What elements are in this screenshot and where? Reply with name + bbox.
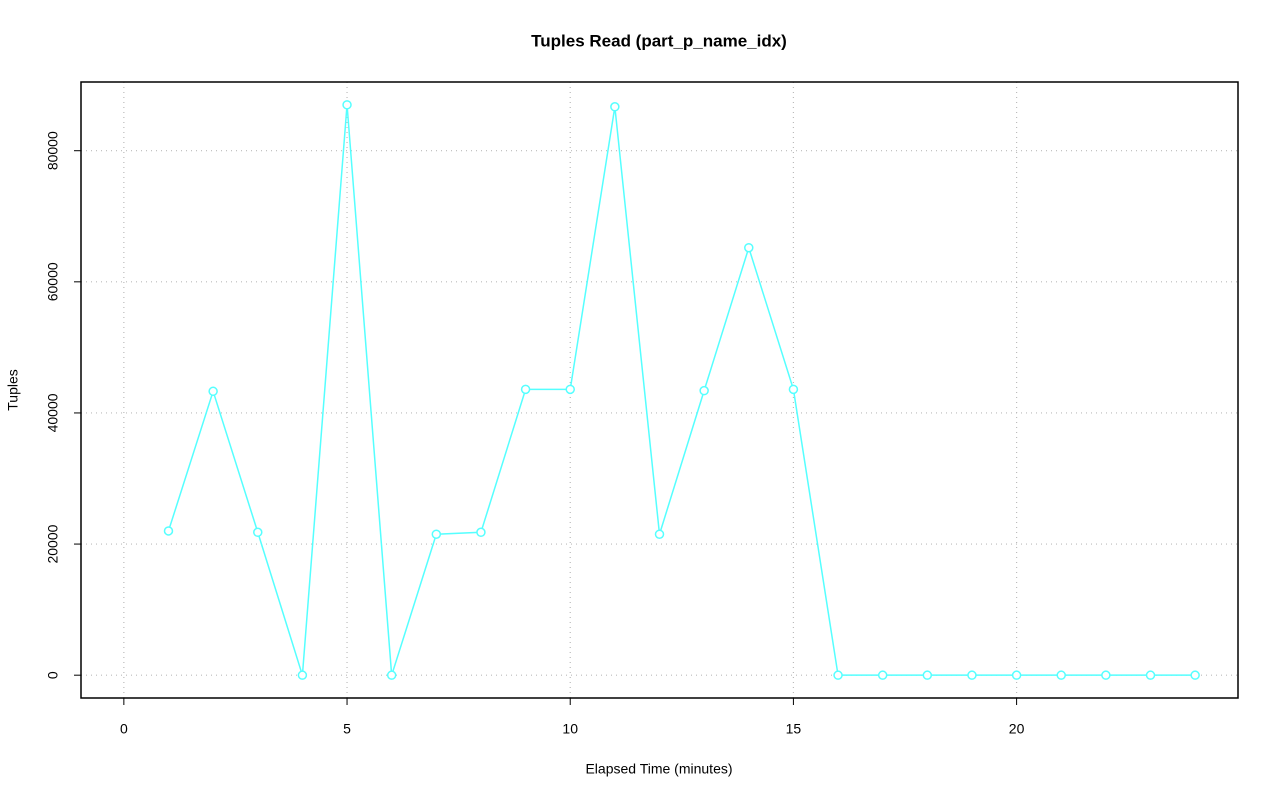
x-tick-label: 0 xyxy=(120,721,128,737)
data-point xyxy=(1101,670,1111,680)
data-point xyxy=(833,670,843,680)
data-point xyxy=(342,100,352,110)
data-point xyxy=(1056,670,1066,680)
x-tick-label: 10 xyxy=(562,721,578,737)
y-tick-label: 60000 xyxy=(45,262,61,301)
y-axis-label: Tuples xyxy=(5,369,21,411)
data-point xyxy=(520,384,531,395)
data-point xyxy=(1145,670,1156,680)
y-tick-label: 20000 xyxy=(45,524,61,563)
x-tick-label: 15 xyxy=(786,721,802,737)
data-point xyxy=(654,529,665,539)
y-tick-label: 0 xyxy=(45,671,61,679)
data-point xyxy=(253,527,263,538)
y-tick-label: 40000 xyxy=(45,393,61,432)
data-point xyxy=(163,526,174,536)
data-point xyxy=(877,670,888,680)
x-tick-label: 5 xyxy=(343,721,351,737)
data-point xyxy=(1011,670,1022,680)
data-point xyxy=(610,102,620,112)
data-point xyxy=(386,670,397,680)
y-tick-label: 80000 xyxy=(45,131,61,170)
x-tick-label: 20 xyxy=(1009,721,1025,737)
plot-frame xyxy=(80,81,1239,699)
data-line xyxy=(167,104,1196,676)
data-point xyxy=(788,384,799,395)
x-axis-label: Elapsed Time (minutes) xyxy=(585,761,732,777)
data-point xyxy=(922,670,933,680)
data-point xyxy=(1190,670,1200,680)
data-point xyxy=(744,242,754,253)
data-point xyxy=(699,385,709,396)
chart-title: Tuples Read (part_p_name_idx) xyxy=(531,31,787,50)
data-point xyxy=(476,527,486,538)
data-point xyxy=(208,386,218,397)
data-point xyxy=(565,384,575,395)
data-point xyxy=(431,529,442,539)
data-point xyxy=(297,670,308,680)
data-point xyxy=(967,670,977,680)
